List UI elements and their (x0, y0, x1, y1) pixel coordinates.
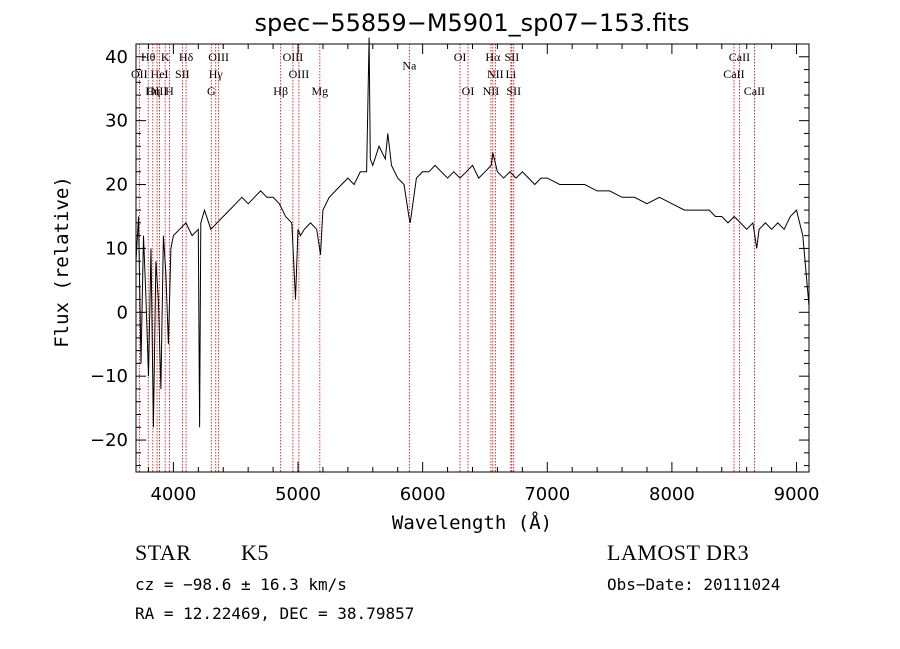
marker-label: Hβ (273, 84, 288, 98)
marker-label: OIII (289, 67, 310, 81)
y-tick-label: 20 (105, 175, 128, 196)
marker-label: K (161, 50, 170, 64)
object-class: STAR (135, 540, 192, 565)
x-tick-label: 4000 (150, 484, 196, 505)
marker-label: Hα (485, 50, 501, 64)
marker-label: Mg (311, 84, 328, 98)
marker-label: NII (483, 84, 500, 98)
marker-label: OI (454, 50, 467, 64)
x-tick-label: 5000 (275, 484, 321, 505)
survey-name: LAMOST DR3 (607, 540, 750, 565)
y-axis-label: Flux (relative) (51, 176, 73, 348)
marker-label: SII (175, 67, 190, 81)
marker-label: Na (402, 59, 417, 73)
marker-label: CaII (723, 67, 744, 81)
x-axis-label: Wavelength (Å) (392, 511, 552, 534)
marker-label: SII (505, 50, 520, 64)
y-tick-label: 10 (105, 238, 128, 259)
marker-label: OII (131, 67, 148, 81)
marker-label: Hθ (141, 50, 156, 64)
axis-ticks: 4000 5000 6000 7000 8000 9000 −20 −10 0 10 20 30 40 (90, 43, 820, 505)
y-tick-label: 0 (117, 302, 128, 323)
x-tick-label: 7000 (524, 484, 570, 505)
marker-label: OIII (147, 84, 168, 98)
y-tick-label: 30 (105, 111, 128, 132)
coordinates: RA = 12.22469, DEC = 38.79857 (135, 604, 415, 623)
marker-label: H (165, 84, 174, 98)
marker-label: Li (506, 67, 517, 81)
x-tick-label: 6000 (400, 484, 446, 505)
marker-label: NII (487, 67, 504, 81)
marker-label: Hδ (179, 50, 194, 64)
redshift-cz: cz = −98.6 ± 16.3 km/s (135, 575, 347, 594)
spectral-line-markers: Hθ K Hδ OIII OIII OI Hα SII CaII OII HeI SII Hγ OIII N… (131, 44, 765, 472)
plot-frame (135, 43, 810, 473)
marker-label: Hγ (209, 67, 224, 81)
x-tick-label: 8000 (649, 484, 695, 505)
observation-date: Obs−Date: 20111024 (607, 575, 781, 594)
marker-label: OI (462, 84, 475, 98)
x-tick-label: 9000 (774, 484, 820, 505)
y-tick-label: −20 (90, 430, 128, 451)
marker-label: G (207, 84, 216, 98)
object-subclass: K5 (241, 540, 269, 565)
y-tick-label: 40 (105, 47, 128, 68)
marker-label: SII (506, 84, 521, 98)
marker-label: Hη (145, 84, 160, 98)
y-tick-label: −10 (90, 366, 128, 387)
marker-label: CaII (729, 50, 750, 64)
marker-label: CaII (744, 84, 765, 98)
marker-label: OIII (208, 50, 229, 64)
flux-series-line (135, 37, 810, 428)
marker-label: OIII (283, 50, 304, 64)
chart-title: spec−55859−M5901_sp07−153.fits (255, 9, 690, 37)
marker-label: HeI (151, 67, 169, 81)
